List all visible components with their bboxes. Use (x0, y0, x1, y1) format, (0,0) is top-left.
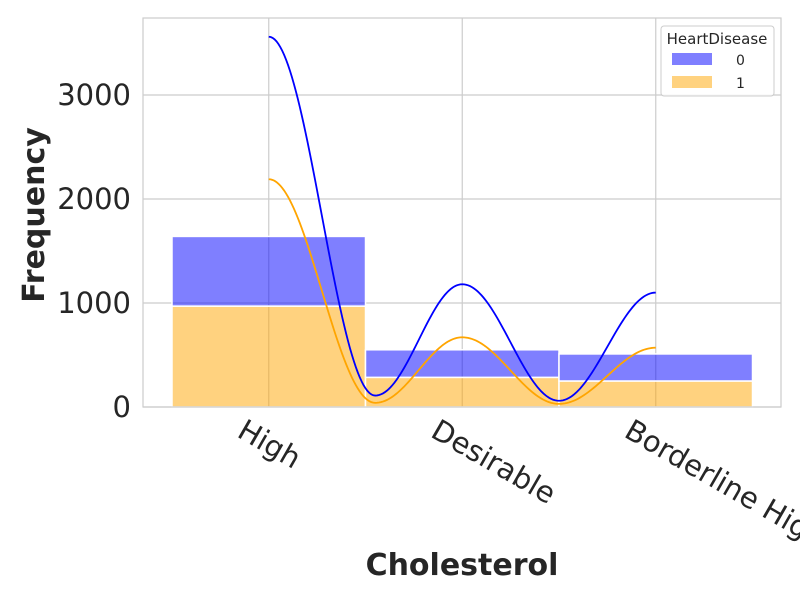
y-axis-label: Frequency (17, 127, 52, 303)
x-ticks: High Desirable Borderline High (232, 413, 800, 555)
y-tick-label: 3000 (57, 78, 131, 112)
y-ticks: 0 1000 2000 3000 (57, 78, 131, 424)
y-tick-label: 1000 (57, 286, 131, 320)
kde-layer (268, 35, 656, 405)
legend-entry-label: 1 (736, 76, 745, 92)
legend-entry-label: 0 (736, 53, 745, 69)
legend-swatch (672, 53, 712, 65)
bar-series-0 (171, 235, 367, 307)
bar-series-1 (558, 380, 754, 408)
legend-swatch (672, 76, 712, 88)
kde-curve-1 (268, 178, 656, 405)
x-tick-label: Borderline High (619, 413, 800, 555)
kde-curve-0 (268, 35, 656, 402)
x-tick-label: Desirable (426, 413, 562, 511)
y-tick-label: 2000 (57, 182, 131, 216)
bar-series-1 (171, 305, 367, 408)
plot-frame (142, 17, 782, 408)
y-tick-label: 0 (113, 390, 131, 424)
legend-entries: 01 (672, 53, 745, 92)
bar-series-0 (558, 353, 754, 382)
x-tick-label: High (232, 413, 307, 476)
legend: HeartDisease 01 (660, 25, 775, 97)
x-axis-label: Cholesterol (366, 548, 559, 583)
legend-title: HeartDisease (667, 30, 768, 48)
bar-series-0 (364, 349, 560, 379)
